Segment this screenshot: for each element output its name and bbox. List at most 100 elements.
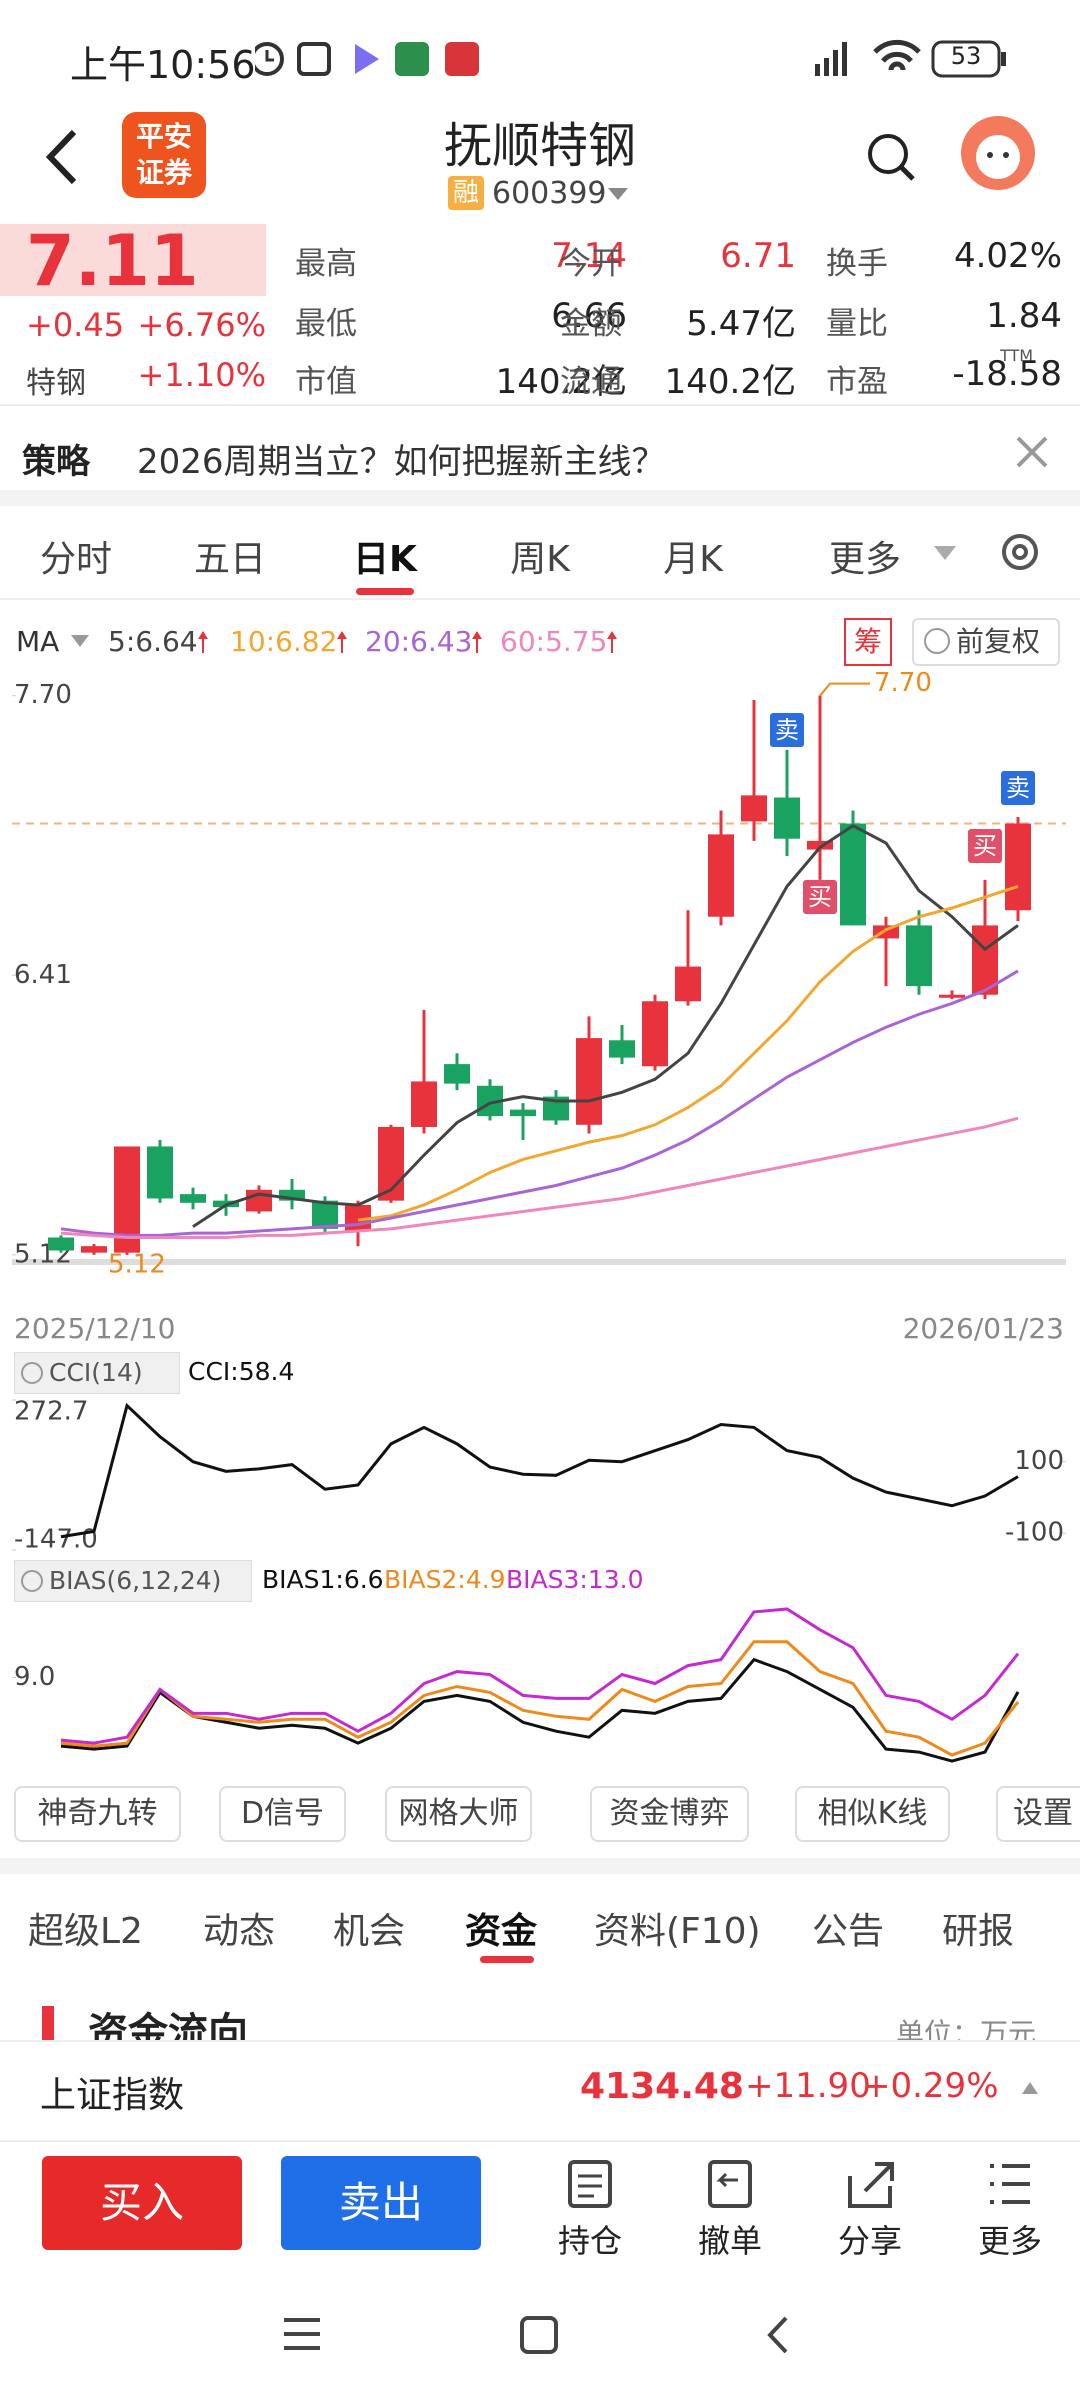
series-line [192, 823, 1019, 1228]
legend-entry: BIAS1:6.6 [262, 1565, 384, 1594]
last-price: 7.11 [26, 220, 199, 302]
battery-level: 53 [950, 42, 982, 70]
settings-button[interactable] [998, 530, 1042, 574]
stat-label: 金额 [560, 306, 622, 342]
nav-bar [284, 2316, 788, 2354]
action-item[interactable]: 更多 [977, 2222, 1042, 2260]
stat-label: 市值 [295, 364, 357, 400]
action-icons [568, 2160, 1030, 2208]
tool-button[interactable]: 资金博弈 [590, 1786, 749, 1842]
series-line [60, 969, 1019, 1237]
separator [0, 1858, 1080, 1874]
series-line [60, 1640, 1020, 1757]
info-tab[interactable]: 超级L2 [28, 1911, 143, 1952]
period-tab[interactable]: 更多 [828, 539, 901, 580]
ma-legend-item: 60:5.75 [500, 625, 608, 658]
info-tab[interactable]: 公告 [812, 1911, 885, 1952]
status-time: 上午10:56 [70, 43, 256, 87]
back-button[interactable] [38, 122, 88, 192]
stat-value: 6.66 [551, 296, 627, 336]
period-tab[interactable]: 日K [353, 539, 417, 580]
tool-button[interactable]: 网格大师 [385, 1786, 532, 1842]
date-label: 2025/12/10 [14, 1312, 175, 1345]
y-tick-label: 9.0 [14, 1662, 55, 1692]
info-icon [924, 628, 950, 654]
series-line [357, 884, 1019, 1222]
close-button[interactable] [1012, 432, 1052, 472]
legend-entry: CCI:58.4 [188, 1357, 294, 1386]
action-item[interactable]: 分享 [837, 2222, 902, 2260]
signal-label: 买 [808, 883, 832, 911]
section-marker [42, 2006, 54, 2046]
candle-body [609, 1040, 635, 1058]
info-tab[interactable]: 动态 [203, 1911, 276, 1952]
strategy-text[interactable]: 2026周期当立？如何把握新主线？ [137, 442, 666, 482]
broker-logo: 平安 证券 [122, 112, 206, 198]
series-line [60, 1657, 1020, 1763]
series-line [60, 1402, 1019, 1539]
index-bar[interactable] [0, 2040, 1080, 2142]
candle-body [147, 1146, 173, 1199]
info-tab[interactable]: 资金 [465, 1911, 538, 1952]
info-icon [21, 1362, 43, 1384]
adjust-button[interactable]: 前复权 [912, 618, 1060, 666]
candle-body [840, 823, 866, 926]
candle-body [1005, 823, 1031, 911]
candle-body [675, 966, 701, 1002]
series-line [60, 1116, 1019, 1239]
stat-value: 5.47亿 [686, 304, 796, 344]
tool-button[interactable]: D信号 [219, 1786, 346, 1842]
signal-label: 卖 [1006, 774, 1030, 802]
y2-tick-label: -100 [1005, 1518, 1064, 1548]
candle-body [543, 1096, 569, 1121]
stock-name: 抚顺特钢 [443, 118, 636, 174]
ma-legend-item: 10:6.82 [230, 625, 338, 658]
candle-body [972, 925, 998, 995]
series-line [60, 1607, 1020, 1745]
chips-button[interactable]: 筹 [844, 618, 892, 666]
info-tab[interactable]: 资料(F10) [594, 1911, 761, 1952]
stat-label: 换手 [826, 246, 888, 282]
avatar[interactable] [960, 115, 1036, 191]
candle-body [774, 797, 800, 839]
info-tab[interactable]: 机会 [333, 1911, 406, 1952]
stock-code: 600399 [492, 176, 607, 211]
tool-button[interactable]: 神奇九转 [14, 1786, 181, 1842]
code-dropdown[interactable] [606, 186, 630, 202]
period-tab[interactable]: 分时 [39, 539, 112, 580]
buy-button[interactable]: 买入 [42, 2156, 242, 2250]
stat-value: 4.02% [953, 236, 1062, 276]
action-item[interactable]: 撤单 [697, 2222, 762, 2260]
action-item[interactable]: 持仓 [557, 2222, 622, 2260]
separator [0, 490, 1080, 506]
legend-entry: BIAS2:4.9 [384, 1565, 506, 1594]
ttm-mark: TTM [1000, 346, 1034, 365]
period-tab[interactable]: 周K [510, 539, 570, 580]
y2-tick-label: 100 [1014, 1446, 1064, 1476]
stat-label: 今开 [560, 246, 622, 282]
candle-body [48, 1237, 74, 1251]
up-arrow [337, 631, 347, 653]
period-tab[interactable]: 五日 [193, 539, 266, 580]
up-arrow [607, 631, 617, 653]
bias-selector[interactable]: BIAS(6,12,24) [14, 1560, 252, 1602]
expand-arrow[interactable] [1020, 2080, 1040, 2096]
info-tab[interactable]: 研报 [942, 1911, 1015, 1952]
tool-button[interactable]: 相似K线 [795, 1786, 950, 1842]
tool-button[interactable]: 设置 [996, 1786, 1080, 1842]
sell-button[interactable]: 卖出 [281, 2156, 481, 2250]
price-change: +0.45 [26, 306, 125, 344]
more-dropdown[interactable] [932, 544, 958, 562]
y-tick-label: 272.7 [14, 1397, 88, 1427]
min-label: 5.12 [108, 1249, 166, 1279]
period-tab[interactable]: 月K [663, 539, 723, 580]
candle-body [906, 925, 932, 987]
info-icon [21, 1570, 43, 1592]
ma-legend-item: 20:6.43 [365, 625, 473, 658]
candle-body [939, 994, 965, 998]
candle-body [807, 840, 833, 850]
cci-selector[interactable]: CCI(14) [14, 1352, 180, 1394]
search-button[interactable] [864, 130, 920, 186]
ma-dropdown[interactable] [70, 634, 90, 648]
